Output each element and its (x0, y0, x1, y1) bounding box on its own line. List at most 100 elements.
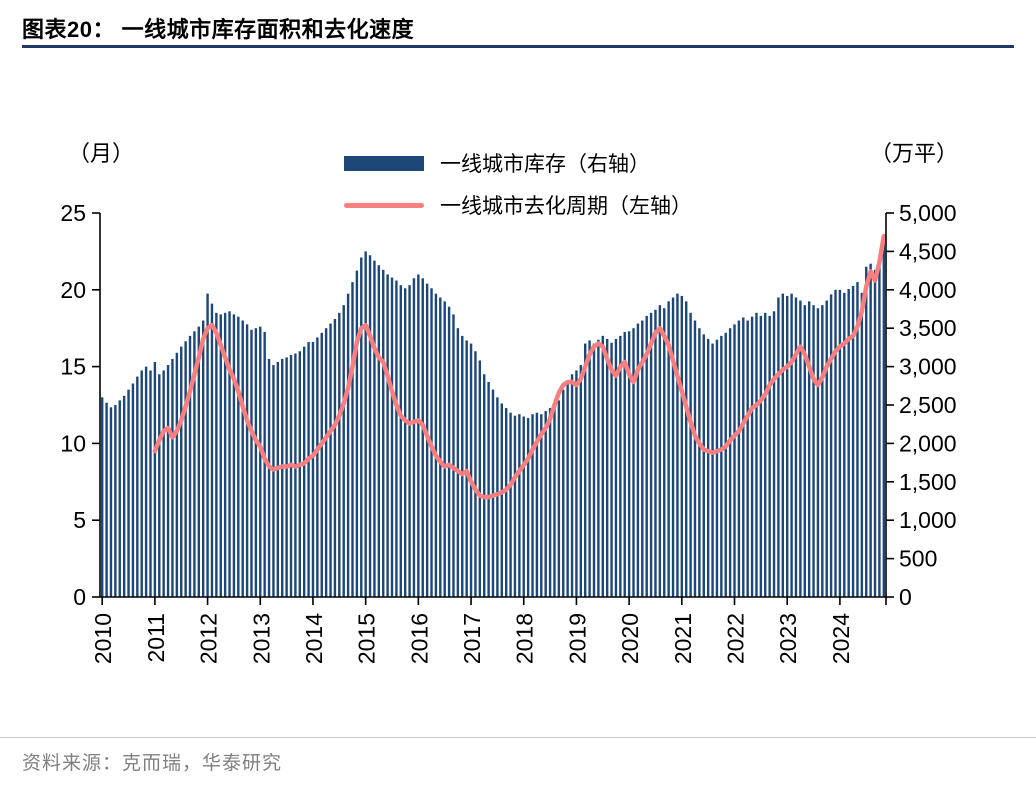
inventory-bar (764, 312, 767, 597)
inventory-bar (597, 339, 600, 597)
inventory-bar (136, 376, 139, 597)
legend-item-destocking: 一线城市去化周期（左轴） (344, 190, 692, 220)
inventory-bar (127, 389, 130, 597)
inventory-bar (140, 370, 143, 597)
bar-swatch-icon (344, 155, 424, 171)
x-axis-year-label: 2010 (90, 613, 116, 664)
title-underline (22, 45, 1014, 48)
inventory-bar (342, 305, 345, 597)
inventory-bar (724, 332, 727, 597)
inventory-bar (737, 320, 741, 597)
inventory-bar (860, 292, 864, 597)
source-note: 资料来源：克而瑞，华泰研究 (22, 753, 283, 774)
inventory-bar (816, 308, 820, 597)
inventory-bar (566, 381, 569, 597)
inventory-bar (333, 318, 337, 597)
inventory-bar (338, 312, 341, 597)
left-axis-tick-label: 25 (60, 200, 86, 226)
inventory-bar (799, 300, 802, 597)
inventory-bar (518, 414, 521, 597)
inventory-bar (702, 334, 705, 597)
inventory-bar (570, 374, 574, 597)
legend: 一线城市库存（右轴） 一线城市去化周期（左轴） (344, 148, 692, 220)
inventory-bar (210, 303, 214, 597)
inventory-bar (237, 316, 240, 597)
x-axis-year-label: 2022 (723, 613, 749, 664)
x-axis-year-label: 2021 (670, 613, 696, 664)
inventory-bar (873, 269, 877, 597)
inventory-bar (452, 314, 455, 597)
x-axis-year-label: 2016 (406, 613, 432, 664)
inventory-bar (540, 414, 543, 597)
inventory-bar (575, 370, 578, 597)
inventory-bar (412, 278, 416, 597)
inventory-bar (733, 324, 736, 597)
inventory-bar (223, 312, 227, 597)
inventory-bar (483, 374, 486, 597)
inventory-bar (663, 308, 666, 597)
inventory-bar (693, 320, 697, 597)
inventory-bar (417, 274, 420, 597)
inventory-bar (228, 311, 231, 597)
inventory-bar (175, 352, 179, 597)
left-axis-tick-label: 20 (60, 277, 86, 303)
inventory-bar (122, 395, 126, 597)
inventory-bar (838, 289, 842, 597)
inventory-bar (500, 403, 503, 597)
inventory-bar (706, 338, 710, 597)
chart-plot-area: 0 5 10 15 20 25 0 500 1,000 1,500 2,000 2,500 3,000 3… (60, 200, 957, 664)
inventory-bar (461, 335, 464, 597)
x-axis-year-label: 2024 (828, 613, 854, 664)
inventory-bar (759, 315, 763, 597)
inventory-bar (768, 315, 771, 597)
inventory-bar (834, 289, 837, 597)
inventory-bar (324, 328, 328, 597)
inventory-bar (263, 332, 266, 597)
x-axis-year-label: 2012 (196, 613, 222, 664)
inventory-bar (487, 381, 490, 597)
inventory-bar (821, 305, 824, 597)
inventory-bar (667, 301, 670, 597)
inventory-bar (882, 242, 886, 597)
inventory-bar (605, 338, 609, 597)
inventory-bar (658, 305, 662, 597)
left-axis-unit: （月） (68, 141, 135, 166)
inventory-bar (456, 328, 460, 597)
inventory-bar (698, 328, 701, 597)
inventory-bar (825, 300, 828, 597)
inventory-bar (197, 326, 201, 597)
inventory-bar (158, 374, 161, 597)
chart-title: 图表20： 一线城市库存面积和去化速度 (22, 17, 415, 42)
inventory-bar (439, 297, 442, 597)
inventory-bar (153, 361, 157, 597)
inventory-bar (399, 285, 402, 597)
inventory-bar (676, 293, 679, 597)
inventory-bar (553, 405, 556, 597)
inventory-bar (584, 343, 587, 597)
inventory-bar (755, 312, 758, 597)
inventory-bar (794, 297, 798, 597)
inventory-bar (259, 326, 262, 597)
inventory-bar (193, 331, 196, 597)
inventory-bar (171, 358, 174, 597)
inventory-bar (162, 370, 165, 597)
inventory-bar (272, 365, 275, 597)
inventory-bar (276, 361, 280, 597)
inventory-bar (654, 309, 657, 597)
inventory-bar (685, 301, 688, 597)
right-axis-tick-label: 3,000 (899, 354, 957, 380)
inventory-bar (847, 289, 850, 597)
right-axis-unit: （万平） (870, 141, 959, 166)
inventory-bar (346, 293, 350, 597)
inventory-bar (206, 293, 209, 597)
inventory-bar (588, 340, 591, 597)
right-axis-tick-label: 0 (899, 584, 912, 610)
inventory-bar (843, 292, 846, 597)
inventory-bar (166, 365, 170, 597)
inventory-bar (869, 263, 872, 597)
inventory-bar (254, 328, 258, 597)
inventory-bar (201, 320, 205, 597)
right-axis-tick-label: 2,000 (899, 430, 957, 456)
inventory-bar (878, 259, 881, 597)
destocking-cycle-line (152, 233, 887, 500)
